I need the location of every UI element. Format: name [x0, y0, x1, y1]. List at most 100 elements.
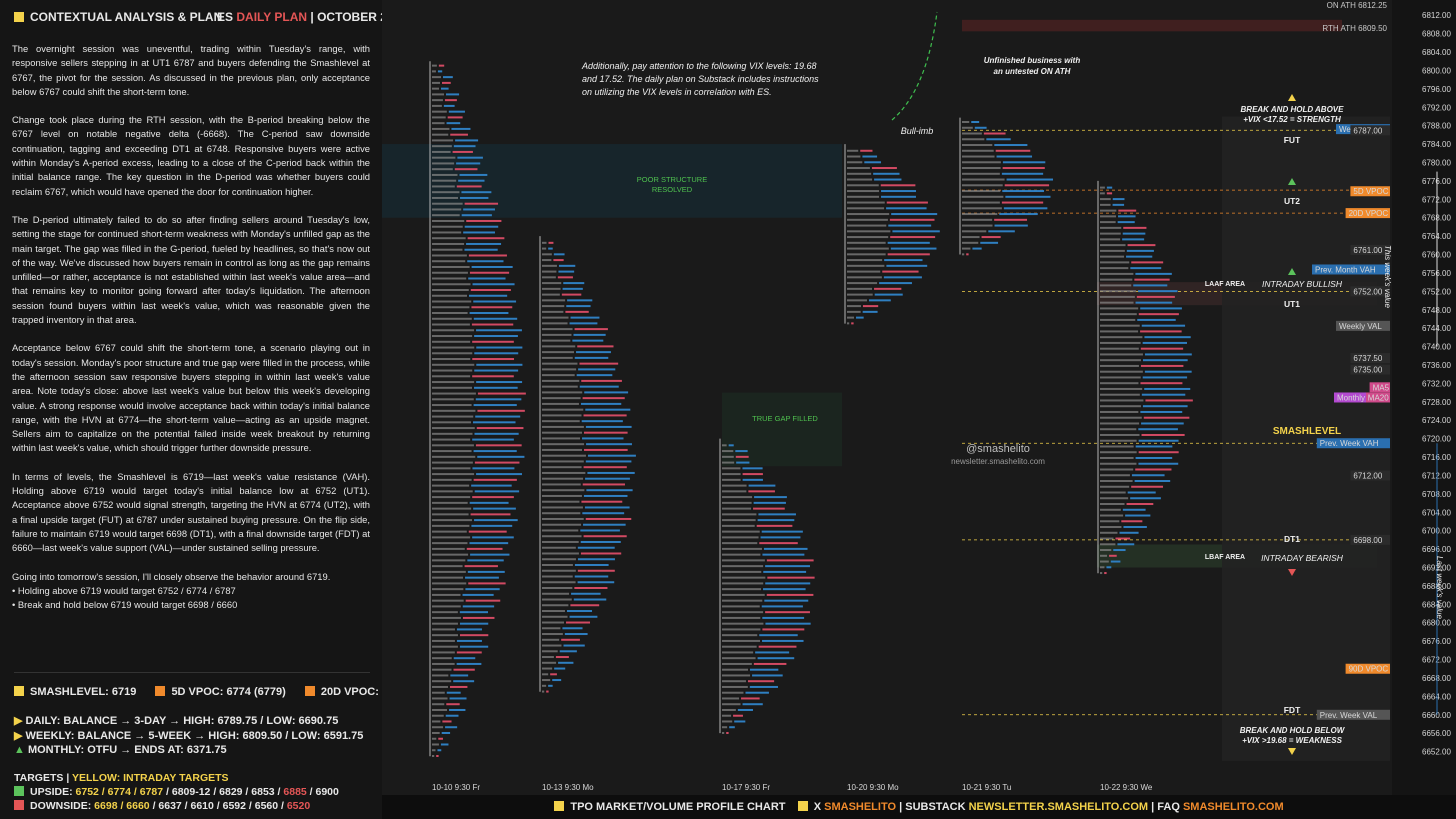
price-label-text: 6787.00: [1353, 126, 1382, 135]
y-tick-label: 6652.00: [1422, 748, 1451, 757]
volume-bar: [1144, 370, 1192, 373]
volume-bar: [456, 662, 482, 665]
tpo-row: [432, 375, 471, 378]
volume-bar: [1118, 215, 1136, 218]
volume-bar: [752, 674, 783, 677]
volume-bar: [577, 581, 615, 584]
plan-intro: Going into tomorrow's session, I'll clos…: [12, 570, 331, 582]
smashlevel-value: SMASHLEVEL: 6719: [30, 686, 137, 698]
tpo-row: [542, 667, 553, 670]
tpo-row: [722, 708, 736, 711]
volume-bar: [1005, 195, 1051, 198]
volume-bar: [749, 685, 778, 688]
tpo-row: [1100, 393, 1140, 396]
tpo-row: [542, 270, 557, 273]
volume-bar: [438, 737, 443, 740]
ath-zone: [962, 19, 1342, 32]
tpo-row: [722, 542, 758, 545]
tpo-row: [847, 190, 880, 193]
price-label-text: 6752.00: [1353, 287, 1382, 296]
footer-faq-handle[interactable]: SMASHELITO.COM: [1182, 801, 1284, 813]
tpo-row: [1100, 531, 1118, 534]
tpo-row: [847, 322, 850, 325]
volume-bar: [577, 546, 615, 549]
tpo-row: [432, 260, 466, 263]
tpo-row: [432, 547, 465, 550]
tpo-row: [1100, 261, 1130, 264]
volume-bar: [1134, 278, 1170, 281]
volume-bar: [581, 379, 622, 382]
volume-bar: [451, 127, 471, 130]
tpo-row: [722, 513, 757, 516]
tpo-row: [432, 467, 471, 470]
volume-bar: [445, 93, 460, 96]
footer-substack-label: SUBSTACK: [905, 801, 966, 813]
volume-bar: [1138, 428, 1178, 431]
tpo-row: [432, 657, 452, 660]
tpo-chart: 10-10 9:30 Fr 10-13 9:30 Mo 10-17 9:30 Fr 1…: [382, 0, 1456, 795]
tpo-row: [432, 265, 470, 268]
footer-sep-1: |: [899, 801, 903, 813]
analysis-text: The overnight session was uneventful, tr…: [12, 42, 370, 612]
tpo-row: [847, 310, 861, 313]
volume-bar: [745, 691, 769, 694]
poor-structure-note: POOR STRUCTURE RESOLVED: [612, 175, 732, 195]
volume-bar: [573, 333, 606, 336]
volume-bar: [550, 673, 557, 676]
volume-bar: [558, 270, 575, 273]
tpo-row: [1100, 543, 1116, 546]
volume-bar: [881, 195, 916, 198]
tpo-row: [432, 99, 443, 102]
session-date-label: 10-13 9:30 Mo: [542, 783, 594, 792]
y-tick-label: 6796.00: [1422, 85, 1451, 94]
tpo-row: [542, 673, 549, 676]
volume-bar: [465, 599, 501, 602]
tpo-row: [1100, 238, 1121, 241]
volume-bar: [470, 553, 510, 556]
footer-faq-label: FAQ: [1157, 801, 1180, 813]
tpo-row: [722, 588, 762, 591]
tpo-row: [1100, 549, 1112, 552]
volume-bar: [1141, 433, 1185, 436]
volume-bar: [453, 680, 475, 683]
volume-bar: [1122, 508, 1146, 511]
volume-bar: [468, 254, 507, 257]
tpo-row: [1100, 364, 1139, 367]
volume-bar: [574, 328, 608, 331]
tpo-row: [722, 507, 752, 510]
tpo-row: [432, 662, 455, 665]
volume-bar: [757, 519, 795, 522]
tpo-row: [722, 530, 760, 533]
tpo-row: [432, 185, 455, 188]
down-triangle-icon: [1288, 748, 1296, 755]
volume-bar: [461, 191, 492, 194]
tpo-row: [1100, 313, 1137, 316]
tpo-row: [432, 415, 474, 418]
volume-bar: [558, 264, 576, 267]
tpo-row: [1100, 503, 1125, 506]
tpo-row: [1100, 341, 1141, 344]
volume-bar: [765, 622, 811, 625]
footer-substack-url[interactable]: NEWSLETTER.SMASHELITO.COM: [968, 801, 1149, 813]
volume-bar: [996, 155, 1033, 158]
volume-bar: [1142, 359, 1188, 362]
tpo-row: [722, 622, 764, 625]
footer-x-handle[interactable]: SMASHELITO: [824, 801, 897, 813]
tpo-row: [847, 178, 873, 181]
footer-x-square-icon: [797, 801, 808, 811]
tpo-row: [722, 582, 764, 585]
tpo-row: [432, 386, 473, 389]
footer-bar: TPO MARKET/VOLUME PROFILE CHART X SMASHE…: [382, 795, 1456, 819]
tpo-row: [542, 241, 547, 244]
tpo-row: [847, 149, 859, 152]
tpo-row: [1100, 526, 1122, 529]
tpo-row: [542, 414, 582, 417]
volume-bar: [437, 70, 443, 73]
volume-bar: [748, 484, 776, 487]
tpo-row: [432, 582, 467, 585]
volume-bar: [472, 438, 514, 441]
tpo-row: [542, 604, 569, 607]
volume-bar: [475, 444, 522, 447]
panel-title: CONTEXTUAL ANALYSIS & PLAN: [30, 10, 223, 24]
volume-bar: [1127, 491, 1156, 494]
